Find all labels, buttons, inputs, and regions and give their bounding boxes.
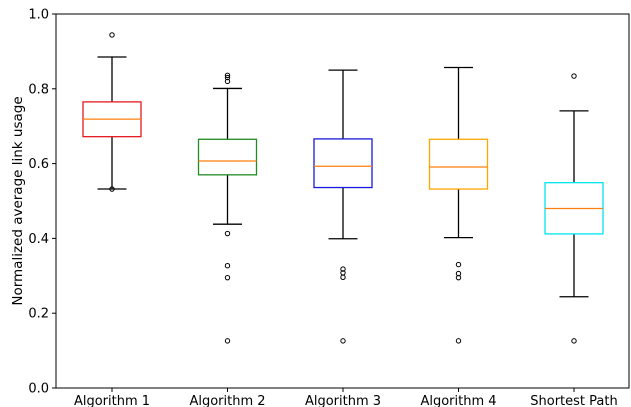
box-group	[428, 66, 489, 344]
x-tick-label: Shortest Path	[530, 394, 617, 407]
outlier-point	[455, 261, 462, 268]
outlier-point	[224, 338, 231, 344]
x-axis: Algorithm 1 Algorithm 2 Algorithm 3 Algorit…	[74, 388, 618, 407]
outlier-point	[340, 338, 346, 344]
outlier-point	[224, 74, 231, 81]
y-tick-label: 1.0	[28, 8, 49, 23]
y-tick-label: 0.0	[28, 382, 49, 397]
x-tick-label: Algorithm 3	[305, 394, 381, 407]
box-iqr	[197, 138, 258, 176]
outlier-point	[340, 266, 346, 272]
box-group	[82, 32, 142, 192]
x-tick-label: Algorithm 4	[420, 394, 496, 407]
outlier-point	[455, 274, 462, 281]
x-tick-label: Algorithm 2	[189, 394, 265, 407]
x-tick-label: Algorithm 1	[74, 394, 150, 407]
outlier-point	[224, 263, 231, 269]
box-iqr	[428, 138, 489, 190]
y-tick-label: 0.4	[28, 232, 49, 247]
outlier-point	[109, 186, 115, 192]
box-iqr	[313, 138, 373, 189]
plot-area	[82, 32, 604, 344]
y-axis: 0.0 0.2 0.4 0.6 0.8 1.0	[28, 8, 56, 397]
box-group	[197, 72, 258, 344]
box-group	[313, 69, 373, 344]
outlier-point	[109, 32, 115, 38]
outlier-point	[340, 274, 346, 280]
y-tick-label: 0.6	[28, 157, 49, 172]
outlier-point	[224, 230, 231, 237]
outlier-point	[571, 73, 577, 79]
box-group	[544, 73, 604, 344]
y-axis-label: Normalized average link usage	[10, 96, 26, 305]
y-tick-label: 0.2	[28, 307, 49, 322]
outlier-point	[224, 274, 231, 281]
outlier-point	[224, 78, 231, 85]
outlier-point	[455, 338, 462, 344]
y-tick-label: 0.8	[28, 82, 49, 97]
outlier-point	[224, 72, 231, 79]
outlier-point	[571, 338, 577, 344]
